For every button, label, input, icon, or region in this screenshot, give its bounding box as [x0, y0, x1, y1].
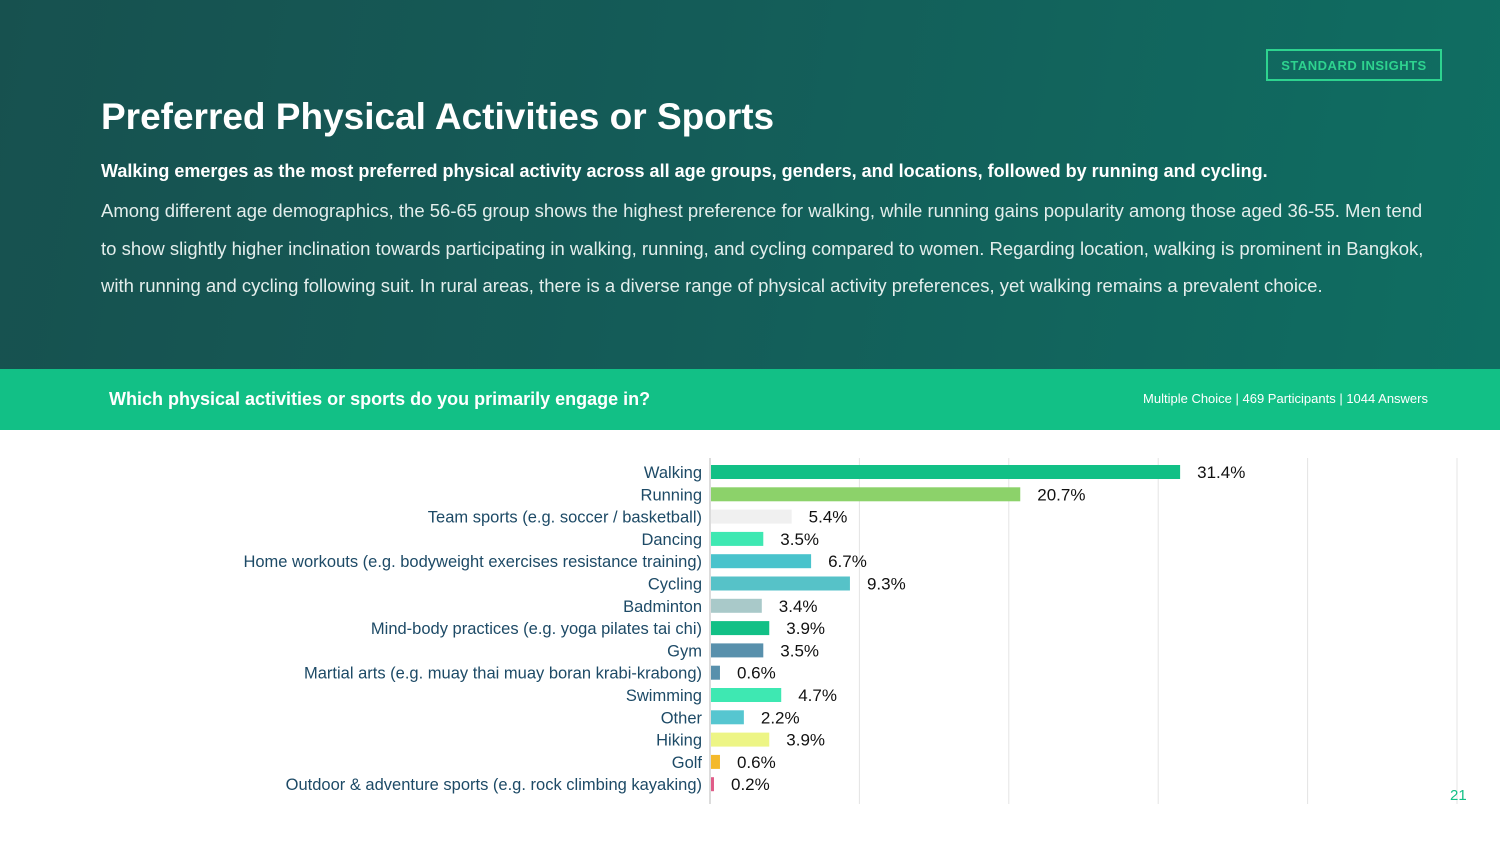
data-label: 3.5% — [780, 641, 819, 660]
data-label: 31.4% — [1197, 463, 1245, 482]
category-label: Mind-body practices (e.g. yoga pilates t… — [371, 620, 702, 638]
category-label: Golf — [672, 754, 703, 772]
category-label: Swimming — [626, 687, 702, 705]
page-title: Preferred Physical Activities or Sports — [101, 96, 775, 137]
bar — [711, 754, 720, 769]
data-label: 5.4% — [809, 508, 848, 527]
question-meta: Multiple Choice | 469 Participants | 104… — [1143, 391, 1428, 406]
bar — [711, 509, 792, 524]
bar — [711, 665, 720, 680]
data-label: 3.5% — [780, 530, 819, 549]
data-label: 3.9% — [786, 731, 825, 750]
bar — [711, 688, 782, 702]
header-panel — [0, 0, 1500, 369]
bar — [711, 732, 770, 747]
category-label: Badminton — [623, 598, 702, 616]
data-label: 6.7% — [828, 552, 867, 571]
data-label: 20.7% — [1037, 485, 1085, 504]
bar — [711, 554, 812, 569]
data-label: 3.9% — [786, 619, 825, 638]
category-label: Other — [661, 709, 703, 727]
bar — [711, 621, 770, 636]
category-label: Running — [641, 486, 702, 504]
activity-bar-chart: Walking 31.4% Running 20.7% Team sports (e.g… — [243, 458, 1458, 804]
bar — [711, 643, 764, 658]
category-label: Dancing — [641, 531, 702, 549]
category-label: Team sports (e.g. soccer / basketball) — [428, 509, 702, 527]
question-bar — [0, 369, 1500, 430]
data-label: 0.6% — [737, 664, 776, 683]
bar — [711, 576, 850, 591]
page-number: 21 — [1450, 787, 1467, 804]
category-label: Home workouts (e.g. bodyweight exercises… — [243, 553, 702, 571]
standard-insights-badge: STANDARD INSIGHTS — [1266, 49, 1442, 81]
data-label: 0.2% — [731, 775, 770, 794]
bar — [711, 598, 762, 613]
category-label: Walking — [644, 464, 702, 482]
category-label: Martial arts (e.g. muay thai muay boran … — [304, 665, 702, 683]
data-label: 4.7% — [798, 686, 837, 705]
category-label: Cycling — [648, 576, 702, 594]
summary-lead: Walking emerges as the most preferred ph… — [101, 161, 1268, 181]
data-label: 3.4% — [779, 597, 818, 616]
bar — [711, 531, 764, 546]
category-label: Hiking — [656, 732, 702, 750]
question-text: Which physical activities or sports do y… — [109, 389, 651, 409]
summary-body: Among different age demographics, the 56… — [101, 200, 1424, 296]
bar — [711, 487, 1021, 502]
bar — [711, 465, 1181, 479]
bar — [711, 777, 714, 792]
category-label: Outdoor & adventure sports (e.g. rock cl… — [286, 776, 702, 794]
data-label: 2.2% — [761, 708, 800, 727]
data-label: 9.3% — [867, 575, 906, 594]
category-label: Gym — [667, 642, 702, 660]
data-label: 0.6% — [737, 753, 776, 772]
bar — [711, 710, 744, 725]
